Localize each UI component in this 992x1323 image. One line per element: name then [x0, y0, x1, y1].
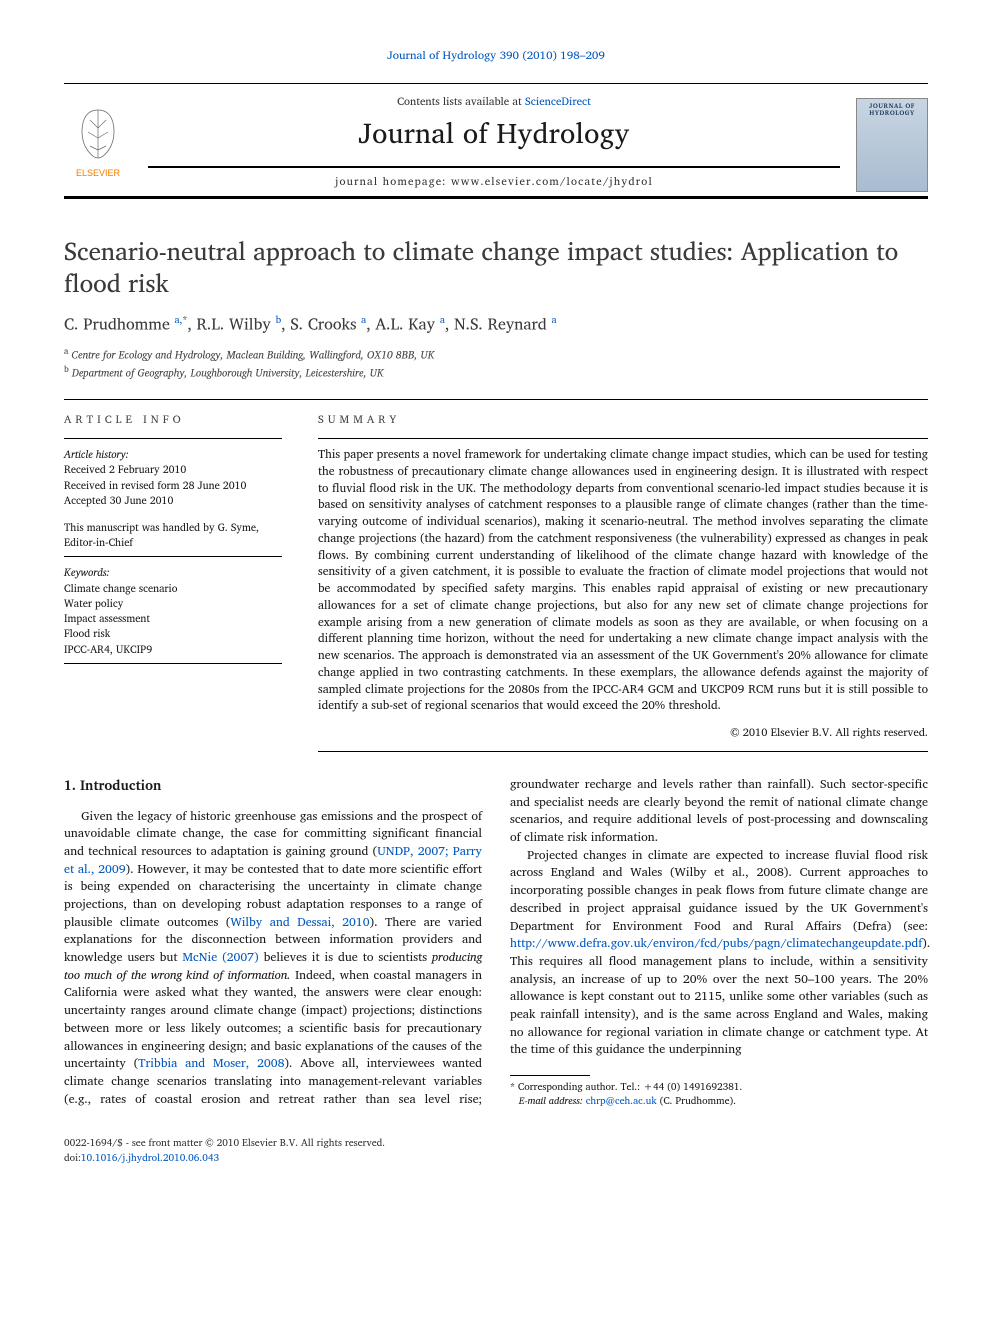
journal-masthead: ELSEVIER Contents lists available at Sci… [64, 83, 928, 199]
header-citation: Journal of Hydrology 390 (2010) 198–209 [64, 48, 928, 65]
affiliation-text: Department of Geography, Loughborough Un… [72, 363, 384, 381]
summary-block: SUMMARY This paper presents a novel fram… [318, 412, 928, 752]
footer-doi-label: doi: [64, 1150, 81, 1166]
doi-link[interactable]: 10.1016/j.jhydrol.2010.06.043 [81, 1150, 219, 1166]
email-link[interactable]: chrp@ceh.ac.uk [586, 1093, 657, 1109]
summary-text: This paper presents a novel framework fo… [318, 447, 928, 715]
svg-text:ELSEVIER: ELSEVIER [76, 168, 121, 178]
history-line: Accepted 30 June 2010 [64, 493, 282, 508]
sciencedirect-link[interactable]: ScienceDirect [525, 92, 591, 110]
page-footer: 0022-1694/$ - see front matter © 2010 El… [64, 1136, 928, 1165]
section-divider [64, 399, 928, 400]
affiliation-b: b Department of Geography, Loughborough … [64, 363, 928, 381]
section-heading: 1. Introduction [64, 776, 482, 796]
contents-text: Contents lists available at [397, 92, 525, 110]
corresponding-author-footnote: * Corresponding author. Tel.: +44 (0) 14… [510, 1080, 928, 1094]
body-columns: 1. Introduction Given the legacy of hist… [64, 776, 928, 1108]
email-footnote: E-mail address: chrp@ceh.ac.uk (C. Prudh… [510, 1094, 928, 1108]
journal-cover-thumb: JOURNAL OF HYDROLOGY [856, 98, 928, 192]
body-text: ). This requires all flood management pl… [510, 933, 930, 1059]
affiliation-text: Centre for Ecology and Hydrology, Maclea… [71, 345, 434, 363]
article-info-block: ARTICLE INFO Article history: Received 2… [64, 412, 282, 752]
affiliation-sup: b [64, 362, 69, 376]
header-citation-link[interactable]: Journal of Hydrology 390 (2010) 198–209 [387, 46, 605, 65]
keyword: IPCC-AR4, UKCIP9 [64, 642, 282, 657]
elsevier-logo: ELSEVIER [64, 102, 132, 187]
email-who: (C. Prudhomme). [660, 1093, 736, 1109]
email-label: E-mail address: [519, 1093, 583, 1109]
meta-row: ARTICLE INFO Article history: Received 2… [64, 412, 928, 752]
article-title: Scenario-neutral approach to climate cha… [64, 235, 928, 299]
affiliation-sup: a [64, 344, 68, 358]
handled-by: This manuscript was handled by G. Syme, … [64, 520, 282, 550]
authors-line: C. Prudhomme a,*, R.L. Wilby b, S. Crook… [64, 313, 928, 337]
affiliation-a: a Centre for Ecology and Hydrology, Macl… [64, 345, 928, 363]
summary-copyright: © 2010 Elsevier B.V. All rights reserved… [318, 725, 928, 741]
body-text: Projected changes in climate are expecte… [510, 845, 928, 936]
affiliations: a Centre for Ecology and Hydrology, Macl… [64, 345, 928, 382]
journal-name: Journal of Hydrology [148, 114, 840, 155]
journal-homepage: journal homepage: www.elsevier.com/locat… [148, 166, 840, 196]
article-info-label: ARTICLE INFO [64, 412, 282, 428]
footnote-rule [510, 1075, 590, 1076]
summary-label: SUMMARY [318, 412, 928, 428]
footer-copyright: 0022-1694/$ - see front matter © 2010 El… [64, 1136, 385, 1151]
body-paragraph: Projected changes in climate are expecte… [510, 847, 928, 1059]
footer-left: 0022-1694/$ - see front matter © 2010 El… [64, 1136, 385, 1165]
contents-line: Contents lists available at ScienceDirec… [148, 94, 840, 110]
journal-cover-title: JOURNAL OF HYDROLOGY [860, 102, 924, 116]
